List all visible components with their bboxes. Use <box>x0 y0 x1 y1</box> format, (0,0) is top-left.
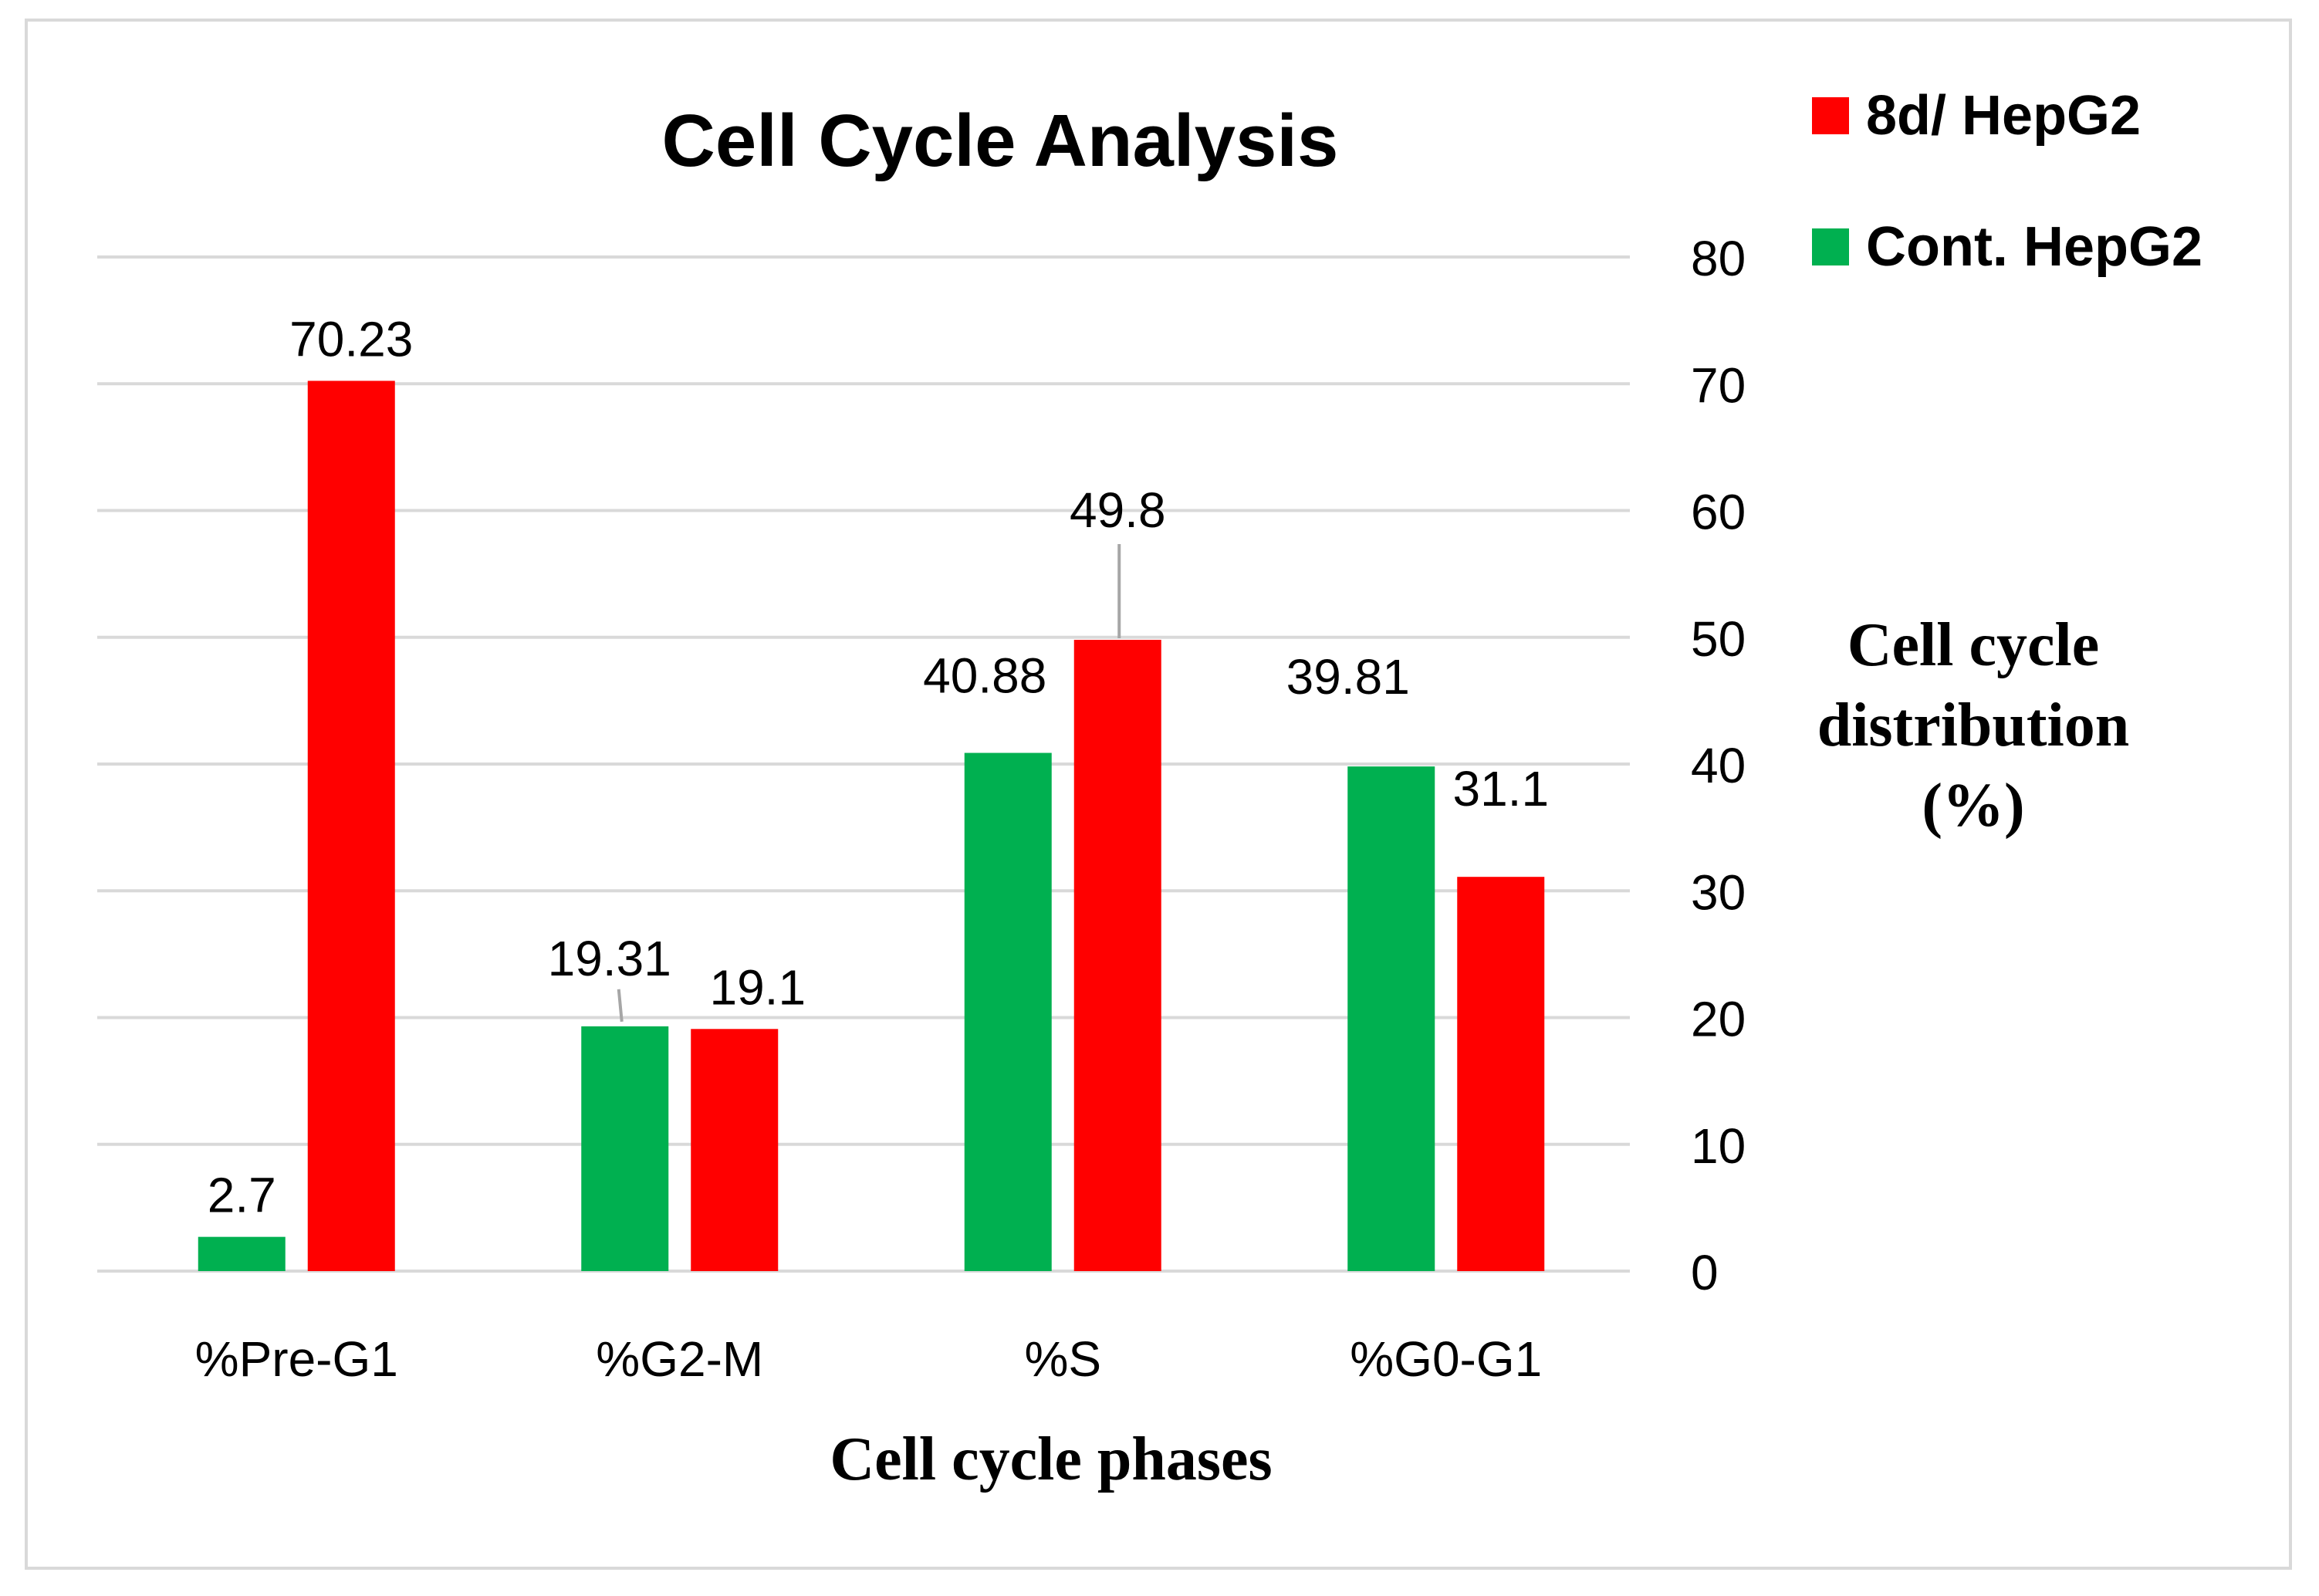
bars <box>198 380 1545 1271</box>
y-tick-label: 20 <box>1691 992 1746 1047</box>
data-label: 19.31 <box>548 931 671 986</box>
x-category-label: %G2-M <box>596 1331 763 1387</box>
label-leader-lines <box>617 544 1121 1023</box>
x-category-label: %G0-G1 <box>1350 1331 1542 1387</box>
data-label: 39.81 <box>1286 649 1410 705</box>
bar-8d-hepg2-g0g1 <box>1457 877 1545 1271</box>
legend-label: Cont. HepG2 <box>1866 216 2202 278</box>
bar-8d-hepg2-s <box>1073 640 1161 1271</box>
bar-cont-hepg2-g2m <box>581 1026 669 1271</box>
chart-title: Cell Cycle Analysis <box>662 100 1339 182</box>
bar-cont-hepg2-preg1 <box>198 1236 286 1271</box>
data-labels: 2.7 70.23 19.31 19.1 40.88 49.8 39.81 31.1 <box>208 311 1549 1222</box>
data-label: 31.1 <box>1452 761 1549 817</box>
bar-8d-hepg2-g2m <box>691 1029 779 1271</box>
y-tick-label: 50 <box>1691 611 1746 667</box>
y-tick-label: 30 <box>1691 864 1746 920</box>
y-tick-label: 0 <box>1691 1245 1719 1300</box>
data-label: 40.88 <box>923 648 1046 704</box>
bar-8d-hepg2-preg1 <box>307 380 395 1271</box>
y-tick-label: 80 <box>1691 231 1746 286</box>
y-axis-title-line: distribution <box>1817 691 2130 759</box>
y-axis-ticks: 0 10 20 30 40 50 60 70 80 <box>1691 231 1746 1300</box>
data-label: 19.1 <box>709 959 806 1015</box>
leader-line <box>617 989 624 1023</box>
x-category-label: %Pre-G1 <box>195 1331 398 1387</box>
data-label: 70.23 <box>289 311 413 367</box>
y-tick-label: 60 <box>1691 485 1746 540</box>
y-axis-title-line: Cell cycle <box>1847 611 2099 679</box>
data-label: 2.7 <box>208 1168 276 1223</box>
y-axis-title-line: (%) <box>1922 772 2024 840</box>
y-axis-title: Cell cycle distribution (%) <box>1817 611 2130 840</box>
legend: 8d/ HepG2 Cont. HepG2 <box>1812 85 2202 278</box>
x-category-label: %S <box>1024 1331 1101 1387</box>
y-tick-label: 40 <box>1691 738 1746 793</box>
legend-label: 8d/ HepG2 <box>1866 85 2141 147</box>
x-axis-title: Cell cycle phases <box>830 1425 1272 1493</box>
bar-cont-hepg2-s <box>964 752 1052 1271</box>
x-axis-categories: %Pre-G1 %G2-M %S %G0-G1 <box>195 1331 1543 1387</box>
legend-swatch <box>1812 228 1849 265</box>
y-tick-label: 10 <box>1691 1118 1746 1174</box>
legend-swatch <box>1812 97 1849 134</box>
y-tick-label: 70 <box>1691 357 1746 413</box>
bar-cont-hepg2-g0g1 <box>1347 766 1435 1271</box>
data-label: 49.8 <box>1070 482 1166 538</box>
